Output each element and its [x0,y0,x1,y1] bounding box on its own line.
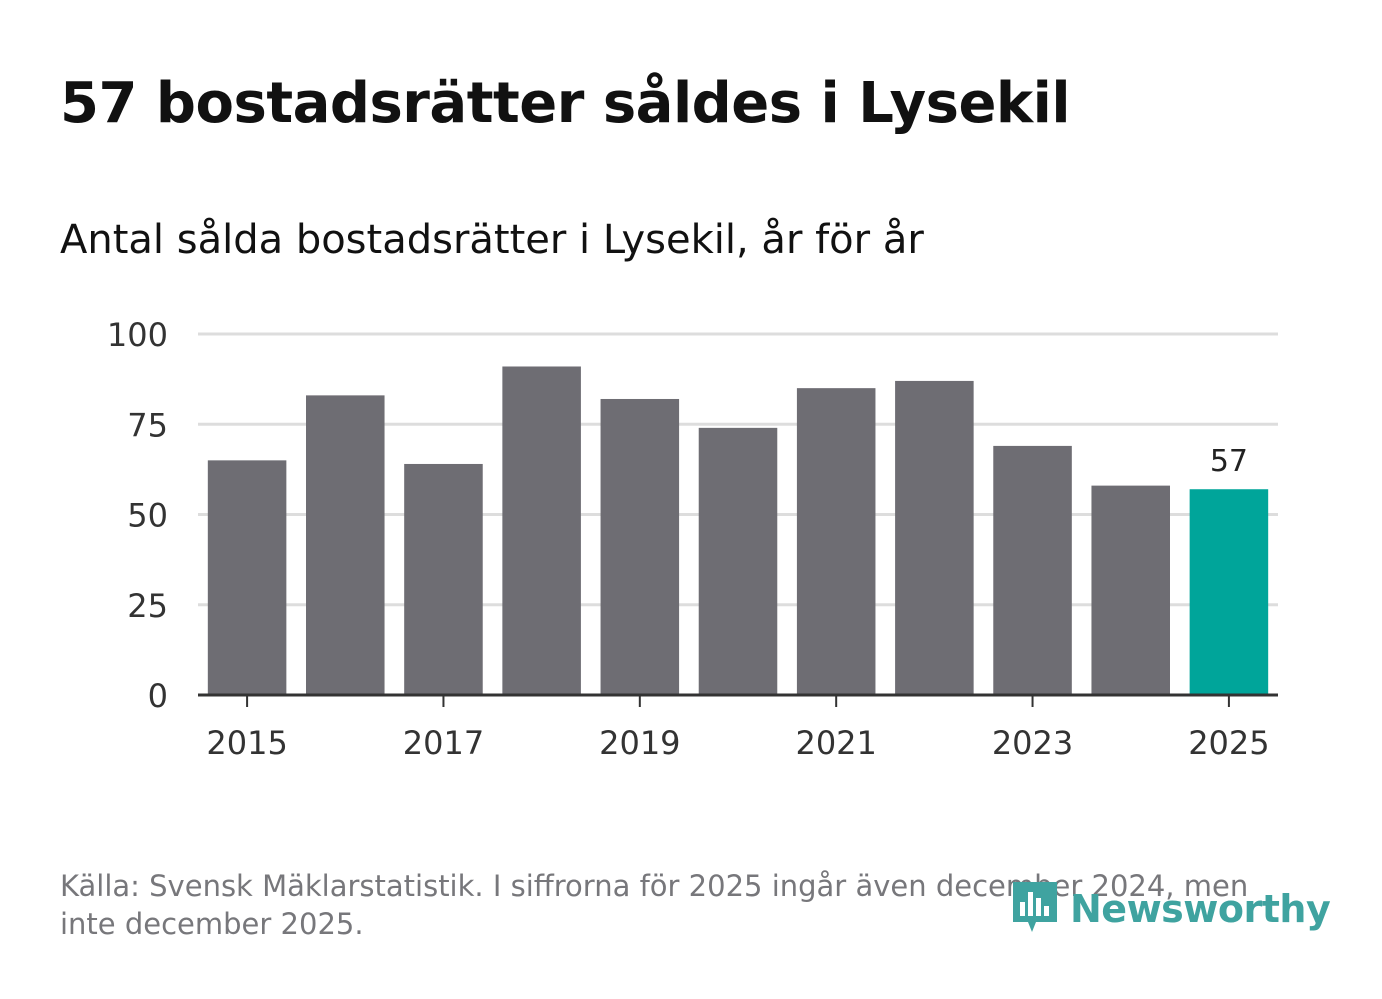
bar-2016 [306,395,385,695]
y-tick-label: 50 [127,497,168,535]
newsworthy-bar-icon [1013,882,1057,932]
x-tick-label: 2019 [599,724,680,762]
bar-2022 [895,380,974,695]
bar-2024 [1091,485,1170,695]
y-tick-label: 75 [127,406,168,444]
x-tick-label: 2017 [403,724,484,762]
x-tick-label: 2023 [992,724,1073,762]
bar-2021 [796,388,876,695]
data-label: 57 [1210,444,1248,479]
bar-2023 [993,445,1072,695]
x-tick-label: 2021 [795,724,876,762]
bar-2025 [1189,489,1269,695]
x-tick-label: 2025 [1188,724,1269,762]
bar-2018 [502,366,581,695]
bars [207,366,1269,695]
x-axis-ticks: 2015 2017 2019 2021 2023 2025 [206,695,1270,762]
x-tick-label: 2015 [206,724,287,762]
bar-2020 [698,427,778,695]
newsworthy-logo: Newsworthy [1010,878,1331,940]
y-tick-label: 100 [107,316,168,354]
bar-2015 [207,460,287,695]
data-labels: 57 [1210,444,1248,479]
y-axis-ticks: 0 25 50 75 100 [107,316,168,715]
bar-2019 [600,398,680,695]
page-title: 57 bostadsrätter såldes i Lysekil [60,71,1071,136]
y-tick-label: 25 [127,587,168,625]
bar-2017 [404,463,483,695]
chart-subtitle: Antal sålda bostadsrätter i Lysekil, år … [60,217,924,263]
logo-text: Newsworthy [1070,887,1331,931]
y-tick-label: 0 [148,677,168,715]
